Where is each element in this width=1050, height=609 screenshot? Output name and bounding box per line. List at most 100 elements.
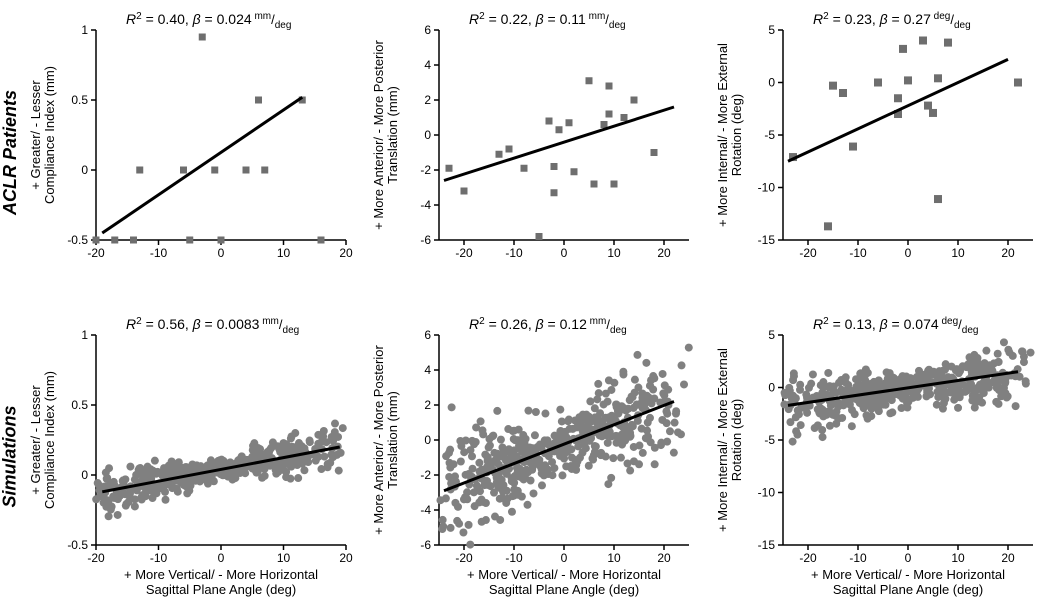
y-tick-label: -5 <box>764 433 775 447</box>
y-tick-label: 0 <box>768 380 775 394</box>
y-tick-label: 0.5 <box>71 398 88 412</box>
data-point <box>610 454 618 462</box>
data-point <box>896 374 904 382</box>
data-point <box>678 361 686 369</box>
data-point <box>622 406 630 414</box>
x-tick-label: 20 <box>339 551 353 565</box>
y-tick-label: 0 <box>768 76 775 90</box>
x-tick-label: -10 <box>849 551 867 565</box>
data-point <box>508 477 516 485</box>
row-label-text: Simulations <box>0 406 21 508</box>
data-point <box>639 448 647 456</box>
data-point <box>446 458 454 466</box>
x-tick-label: 0 <box>561 551 568 565</box>
data-point <box>924 102 932 110</box>
data-point <box>497 435 505 443</box>
data-point <box>546 118 553 125</box>
data-point <box>173 484 181 492</box>
data-point <box>666 427 674 435</box>
y-tick-label: -6 <box>421 538 432 552</box>
data-point <box>136 470 144 478</box>
data-point <box>119 476 127 484</box>
y-tick-label: -4 <box>421 198 432 212</box>
y-tick-label: -10 <box>757 181 775 195</box>
data-point <box>1014 79 1022 87</box>
data-point <box>467 540 475 548</box>
x-tick-label: -10 <box>849 246 867 260</box>
data-point <box>924 366 932 374</box>
scatter-panel: -20-1001020-6-4-20246R2 = 0.22, β = 0.11… <box>367 4 697 294</box>
data-point <box>631 375 639 383</box>
data-point <box>934 195 942 203</box>
data-point <box>461 188 468 195</box>
x-tick-label: -20 <box>456 246 474 260</box>
data-point <box>973 358 981 366</box>
chart-panel: -20-1001020-6-4-20246R2 = 0.26, β = 0.12… <box>363 305 706 609</box>
y-tick-label: 1 <box>81 328 88 342</box>
data-point <box>551 163 558 170</box>
data-point <box>634 350 642 358</box>
y-tick-label: -0.5 <box>67 538 88 552</box>
data-point <box>606 111 613 118</box>
data-point <box>503 498 511 506</box>
data-point <box>499 443 507 451</box>
data-point <box>606 83 613 90</box>
data-point <box>792 394 800 402</box>
data-point <box>457 457 465 465</box>
x-tick-label: 0 <box>904 246 911 260</box>
data-point <box>805 383 813 391</box>
data-point <box>530 489 538 497</box>
data-point <box>825 383 833 391</box>
data-point <box>476 458 484 466</box>
data-point <box>524 500 532 508</box>
data-point <box>835 399 843 407</box>
data-point <box>626 466 634 474</box>
data-point <box>980 384 988 392</box>
data-point <box>294 474 302 482</box>
data-point <box>451 472 459 480</box>
y-tick-label: -15 <box>757 538 775 552</box>
data-point <box>651 460 659 468</box>
data-point <box>472 438 480 446</box>
data-point <box>497 515 505 523</box>
data-point <box>541 461 549 469</box>
data-point <box>508 451 516 459</box>
data-point <box>685 343 693 351</box>
regression-line <box>788 59 1008 161</box>
data-point <box>941 394 949 402</box>
y-tick-label: 2 <box>425 398 432 412</box>
data-point <box>489 432 497 440</box>
y-tick-label: 0 <box>81 468 88 482</box>
data-point <box>659 369 667 377</box>
data-point <box>1021 377 1029 385</box>
data-point <box>126 489 134 497</box>
data-point <box>638 424 646 432</box>
data-point <box>211 167 218 174</box>
data-point <box>114 510 122 518</box>
panel-title: R2 = 0.40, β = 0.024 mm/deg <box>126 11 291 32</box>
data-point <box>286 474 294 482</box>
data-point <box>919 37 927 45</box>
data-point <box>136 167 143 174</box>
data-point <box>448 403 456 411</box>
y-tick-label: -4 <box>421 503 432 517</box>
y-tick-label: -2 <box>421 163 432 177</box>
data-point <box>829 82 837 90</box>
data-point <box>218 237 225 244</box>
x-tick-label: -10 <box>150 551 168 565</box>
data-point <box>599 417 607 425</box>
data-point <box>818 433 826 441</box>
x-tick-label: 10 <box>277 246 291 260</box>
data-point <box>812 392 820 400</box>
data-point <box>515 464 523 472</box>
x-tick-label: -20 <box>87 246 105 260</box>
data-point <box>130 237 137 244</box>
data-point <box>824 368 832 376</box>
data-point <box>644 432 652 440</box>
y-tick-label: 5 <box>768 23 775 37</box>
data-point <box>824 222 832 230</box>
data-point <box>907 374 915 382</box>
data-point <box>253 450 261 458</box>
x-axis-label: + More Vertical/ - More HorizontalSagitt… <box>811 567 1005 597</box>
data-point <box>899 394 907 402</box>
